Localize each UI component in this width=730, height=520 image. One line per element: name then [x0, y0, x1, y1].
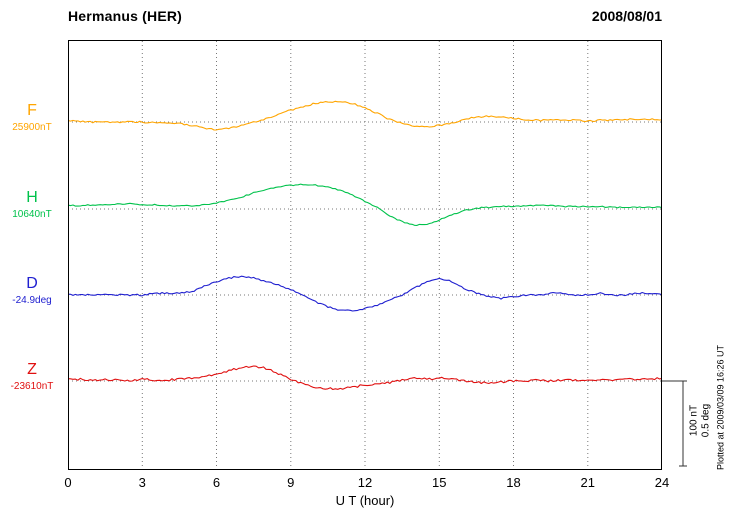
- channel-label-z: Z -23610nT: [2, 361, 62, 392]
- channel-label-d: D -24.9deg: [2, 275, 62, 306]
- x-axis-label: U T (hour): [335, 493, 395, 508]
- channel-baseline-value: -24.9deg: [12, 294, 52, 306]
- trace-Z: [68, 365, 662, 391]
- channel-letter: F: [27, 102, 37, 119]
- scale-nt-label: 100 nT: [688, 404, 700, 437]
- channel-label-f: F 25900nT: [2, 102, 62, 133]
- x-tick-label: 0: [64, 475, 72, 490]
- x-tick-label: 6: [212, 475, 221, 490]
- trace-H: [68, 183, 662, 226]
- x-tick-label: 18: [506, 475, 521, 490]
- channel-label-h: H 10640nT: [2, 189, 62, 220]
- station-title: Hermanus (HER): [68, 8, 183, 24]
- date-label: 2008/08/01: [591, 8, 662, 24]
- plotted-at-note: Plotted at 2009/03/09 16:26 UT: [715, 344, 726, 471]
- x-tick-label: 12: [357, 475, 373, 490]
- channel-baseline-value: 10640nT: [12, 208, 52, 220]
- magnetogram-plot: [68, 40, 662, 470]
- x-tick-label: 9: [287, 475, 295, 490]
- trace-F: [68, 100, 662, 131]
- channel-baseline-value: 25900nT: [12, 121, 52, 133]
- x-tick-label: 15: [432, 475, 447, 490]
- channel-baseline-value: -23610nT: [10, 380, 54, 392]
- channel-letter: H: [26, 189, 38, 206]
- x-tick-label: 21: [580, 475, 595, 490]
- channel-letter: D: [26, 275, 38, 292]
- plot-frame: [68, 40, 662, 470]
- scale-bracket: [662, 380, 687, 467]
- x-axis-ticks: 0 3 6 9 12 15 18 21 24: [64, 475, 669, 491]
- channel-letter: Z: [27, 361, 37, 378]
- x-tick-label: 3: [138, 475, 146, 490]
- x-tick-label: 24: [654, 475, 670, 490]
- scale-deg-label: 0.5 deg: [700, 403, 712, 438]
- trace-D: [68, 275, 662, 312]
